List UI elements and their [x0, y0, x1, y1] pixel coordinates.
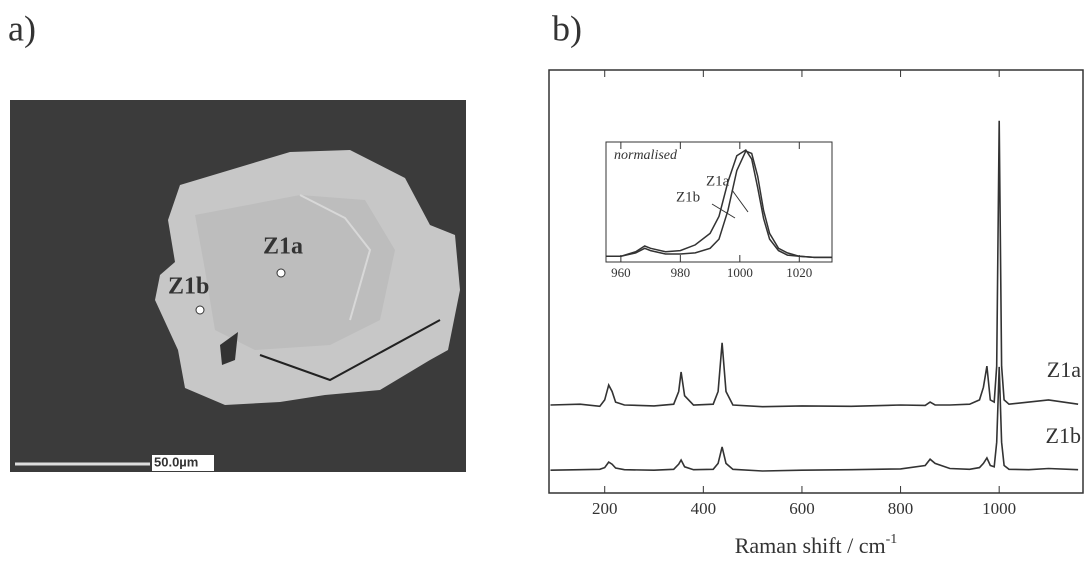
- x-tick-label: 800: [888, 499, 914, 518]
- series-label: Z1b: [676, 189, 700, 205]
- leader-line: [711, 203, 736, 219]
- series-label: Z1b: [1046, 423, 1081, 448]
- pit: [220, 332, 238, 365]
- point-label: Z1b: [168, 274, 209, 300]
- x-tick-label: 1020: [786, 265, 812, 280]
- point-marker: [276, 268, 286, 278]
- panel-label: b): [552, 8, 582, 48]
- zoning: [299, 194, 372, 321]
- crystal-core: [195, 195, 395, 350]
- spectrum-line: [606, 148, 832, 259]
- crack: [259, 319, 441, 382]
- series-label: Z1a: [706, 173, 730, 189]
- spectrum-line: [550, 366, 1079, 472]
- point-marker: [195, 305, 205, 315]
- x-tick-label: 960: [611, 265, 631, 280]
- x-tick-label: 200: [592, 499, 618, 518]
- plot-frame: [605, 141, 833, 263]
- x-axis-label-text: Raman shift / cm: [735, 533, 886, 558]
- x-axis-label: Raman shift / cm-1: [735, 532, 898, 558]
- x-tick-label: 1000: [727, 265, 753, 280]
- x-tick-label: 400: [691, 499, 717, 518]
- leader-line: [731, 189, 749, 213]
- point-label: Z1a: [263, 234, 303, 260]
- x-tick-label: 600: [789, 499, 815, 518]
- x-tick-label: 1000: [982, 499, 1016, 518]
- scale-box: [152, 455, 214, 471]
- x-tick-label: 980: [671, 265, 691, 280]
- inset-title: normalised: [614, 148, 678, 163]
- spectrum-line: [550, 120, 1079, 408]
- sem-image: Z1a Z1b 50.0µm: [10, 100, 466, 472]
- x-axis-label-sup: -1: [886, 532, 898, 547]
- series-label: Z1a: [1047, 357, 1081, 382]
- panel-label: a): [8, 8, 36, 48]
- plot-frame: [548, 69, 1084, 494]
- scale-text: 50.0µm: [154, 454, 198, 469]
